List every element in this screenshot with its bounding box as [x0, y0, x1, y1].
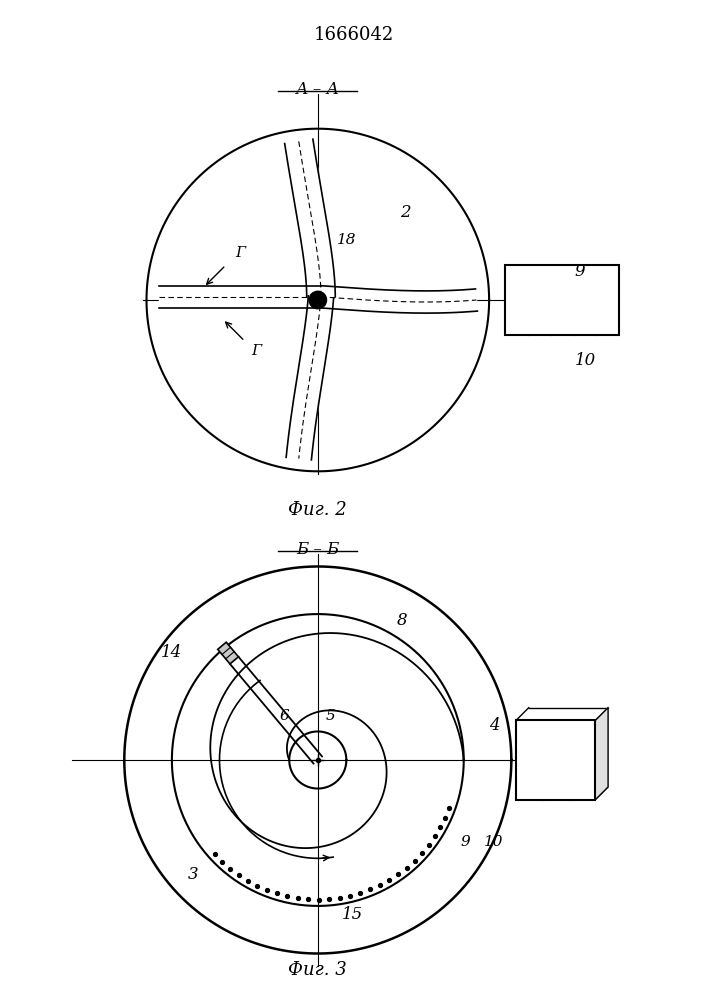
Text: А – А: А – А	[296, 81, 340, 98]
Text: 18: 18	[337, 233, 356, 247]
Text: 10: 10	[484, 835, 504, 849]
Bar	[516, 720, 595, 800]
Text: 14: 14	[161, 644, 182, 661]
Text: 10: 10	[575, 352, 596, 369]
Text: 6: 6	[279, 709, 289, 723]
Text: 2: 2	[400, 204, 411, 221]
Text: Фиг. 2: Фиг. 2	[288, 501, 347, 519]
Text: Г: Г	[251, 344, 262, 358]
Polygon shape	[159, 286, 321, 308]
Text: 8: 8	[397, 612, 408, 629]
Polygon shape	[218, 642, 238, 664]
Text: Фиг. 3: Фиг. 3	[288, 961, 347, 979]
Text: 4: 4	[489, 717, 500, 734]
Text: Б – Б: Б – Б	[296, 541, 339, 558]
Polygon shape	[320, 286, 477, 313]
Circle shape	[309, 291, 327, 309]
Polygon shape	[595, 708, 608, 800]
Polygon shape	[286, 296, 334, 460]
Text: 3: 3	[188, 866, 199, 883]
Text: Г: Г	[235, 246, 245, 260]
Polygon shape	[285, 139, 335, 297]
Text: 1666042: 1666042	[313, 26, 394, 44]
Text: 5: 5	[326, 709, 336, 723]
Text: 9: 9	[460, 835, 470, 849]
Text: 15: 15	[342, 906, 363, 923]
Text: 9: 9	[575, 263, 585, 280]
Bar	[505, 265, 619, 335]
